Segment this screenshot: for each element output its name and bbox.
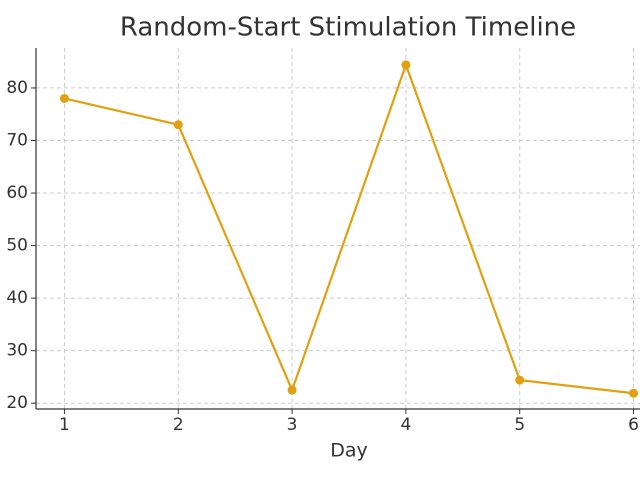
x-tick-label: 6 bbox=[628, 415, 639, 435]
data-line bbox=[64, 61, 634, 395]
y-tick-label: 30 bbox=[6, 341, 28, 361]
x-tick-label: 3 bbox=[287, 415, 298, 435]
data-point bbox=[401, 60, 411, 70]
x-tick-label: 5 bbox=[514, 415, 525, 435]
y-tick-label: 80 bbox=[6, 78, 28, 98]
y-tick-label: 70 bbox=[6, 130, 28, 150]
data-point bbox=[173, 120, 183, 130]
chart-title: Random-Start Stimulation Timeline bbox=[120, 13, 576, 43]
data-point bbox=[515, 375, 525, 385]
x-tick-label: 1 bbox=[59, 415, 70, 435]
y-tick-label: 50 bbox=[6, 236, 28, 256]
data-point bbox=[287, 385, 297, 395]
y-tick-label: 20 bbox=[6, 393, 28, 413]
y-tick-label: 60 bbox=[6, 183, 28, 203]
x-axis-label: Day bbox=[330, 440, 368, 462]
y-tick-label: 40 bbox=[6, 288, 28, 308]
data-point bbox=[59, 93, 69, 103]
x-tick-label: 2 bbox=[173, 415, 184, 435]
data-point bbox=[629, 388, 639, 398]
x-tick-label: 4 bbox=[400, 415, 411, 435]
